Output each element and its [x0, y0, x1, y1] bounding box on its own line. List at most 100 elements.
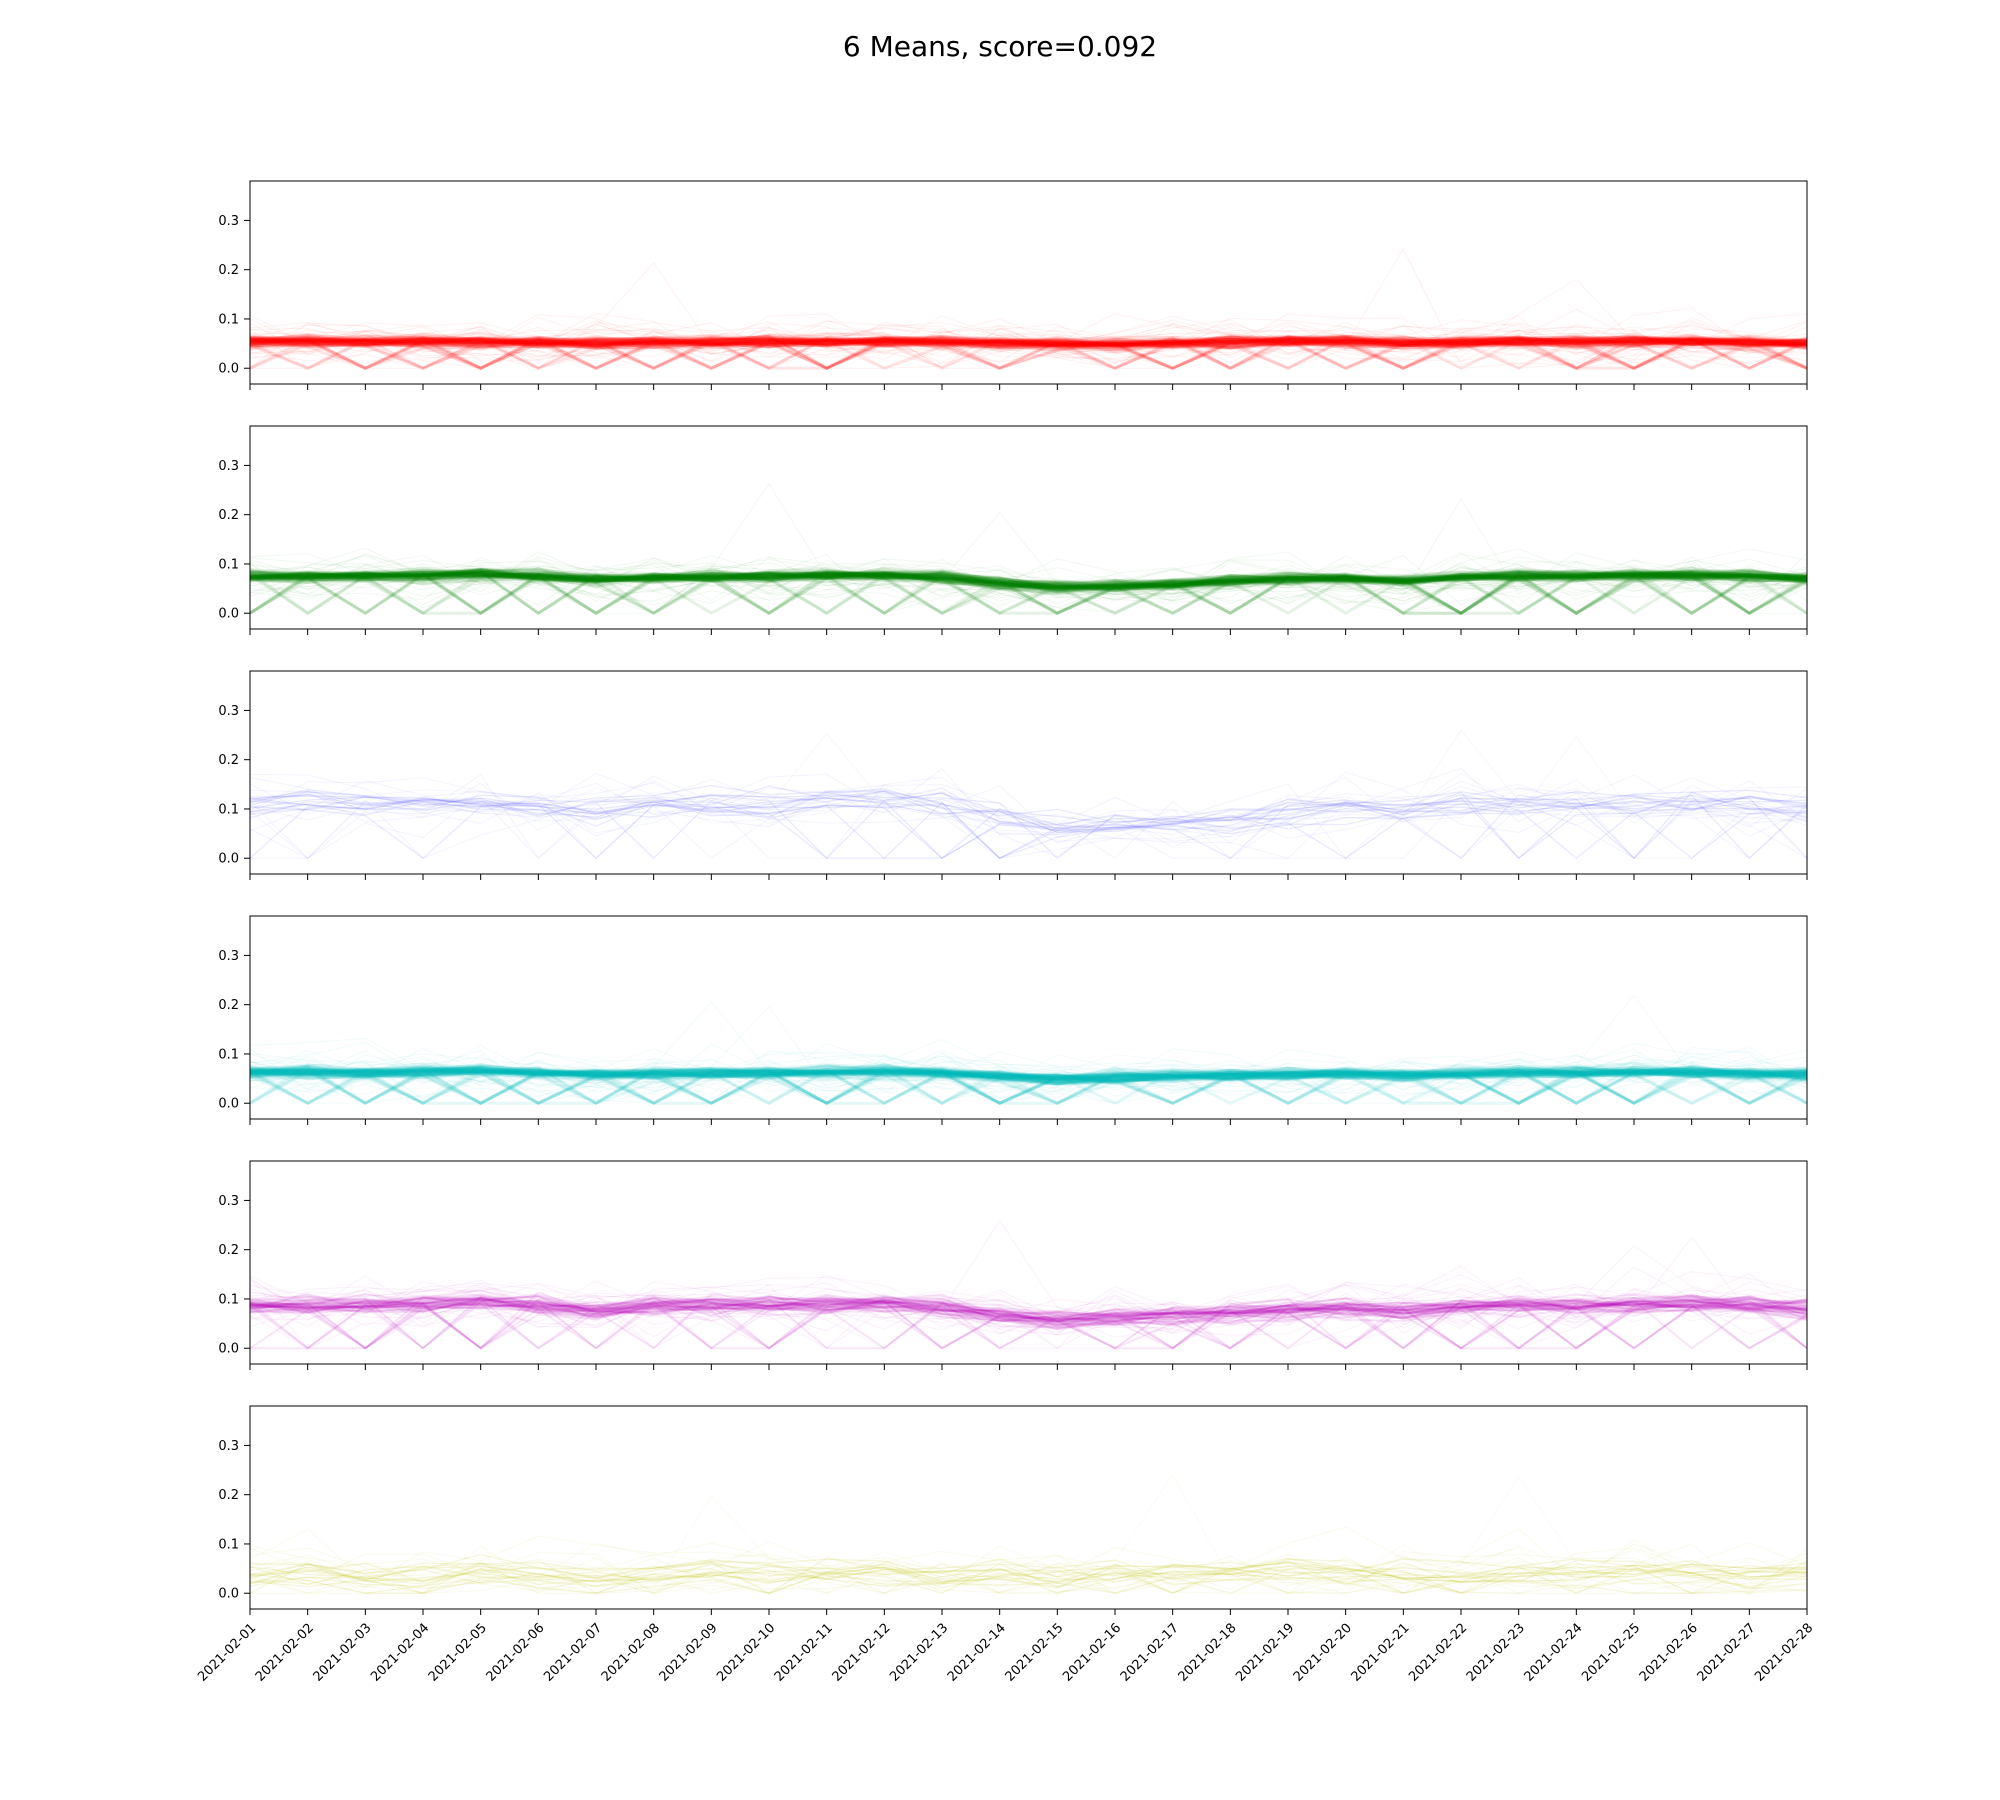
- y-tick-label: 0.3: [218, 1194, 239, 1209]
- series-line: [250, 334, 1807, 370]
- series-line: [250, 336, 1807, 370]
- series-line: [250, 1294, 1807, 1349]
- series-line: [250, 1063, 1807, 1105]
- series-line: [250, 1296, 1807, 1350]
- series-line: [250, 791, 1807, 860]
- series-line: [250, 323, 1807, 369]
- series-line: [250, 334, 1807, 347]
- series-line: [250, 1298, 1807, 1323]
- x-axis: [249, 874, 1808, 880]
- series-line: [250, 334, 1807, 370]
- series-line: [250, 1049, 1807, 1099]
- series-line: [250, 570, 1807, 615]
- axes-frame: [249, 670, 1808, 875]
- series-line: [250, 732, 1807, 834]
- series-line: [250, 1559, 1807, 1594]
- series-line: [250, 338, 1807, 370]
- series-line: [250, 308, 1807, 369]
- x-tick-label: 2021-02-15: [1003, 1621, 1067, 1685]
- series-line: [250, 337, 1807, 370]
- series-bundle: [250, 994, 1807, 1105]
- series-line: [250, 1067, 1807, 1105]
- series-line: [250, 336, 1807, 370]
- series-line: [250, 1067, 1807, 1085]
- series-line: [250, 1280, 1807, 1329]
- y-tick-label: 0.3: [218, 459, 239, 474]
- series-line: [250, 573, 1807, 615]
- series-line: [250, 1066, 1807, 1105]
- series-line: [250, 1297, 1807, 1350]
- series-line: [250, 802, 1807, 860]
- series-line: [250, 335, 1807, 370]
- series-line: [250, 559, 1807, 614]
- series-line: [250, 331, 1807, 370]
- series-line: [250, 313, 1807, 369]
- series-line: [250, 1558, 1807, 1594]
- series-line: [250, 729, 1807, 825]
- series-line: [250, 568, 1807, 592]
- series-line: [250, 334, 1807, 370]
- series-line: [250, 1473, 1807, 1594]
- series-line: [250, 568, 1807, 616]
- series-line: [250, 1065, 1807, 1105]
- series-line: [250, 1526, 1807, 1594]
- series-line: [250, 1067, 1807, 1105]
- series-line: [250, 1293, 1807, 1350]
- series-line: [250, 1297, 1807, 1318]
- series-line: [250, 1291, 1807, 1350]
- series-line: [250, 1037, 1807, 1104]
- axes-frame: [249, 425, 1808, 630]
- series-line: [250, 312, 1807, 369]
- series-line: [250, 1063, 1807, 1105]
- y-axis: 0.0 0.1 0.2 0.3: [218, 1194, 250, 1357]
- y-tick-label: 0.2: [218, 263, 239, 278]
- x-tick-label: 2021-02-05: [426, 1621, 490, 1685]
- series-line: [250, 567, 1807, 590]
- series-line: [250, 1064, 1807, 1084]
- series-line: [250, 312, 1807, 369]
- series-line: [250, 1293, 1807, 1323]
- series-line: [250, 334, 1807, 350]
- series-line: [250, 768, 1807, 859]
- series-line: [250, 568, 1807, 616]
- series-line: [250, 1295, 1807, 1322]
- series-line: [250, 777, 1807, 859]
- series-line: [250, 1528, 1807, 1594]
- series-line: [250, 1066, 1807, 1105]
- x-tick-label: 2021-02-11: [772, 1621, 836, 1685]
- series-line: [250, 1561, 1807, 1594]
- series-line: [250, 336, 1807, 370]
- series-line: [250, 1038, 1807, 1104]
- series-line: [250, 337, 1807, 370]
- x-tick-label: 2021-02-20: [1291, 1621, 1355, 1685]
- series-line: [250, 1295, 1807, 1350]
- series-line: [250, 1048, 1807, 1104]
- series-line: [250, 1066, 1807, 1105]
- series-line: [250, 323, 1807, 369]
- series-line: [250, 1293, 1807, 1317]
- series-line: [250, 1069, 1807, 1105]
- series-line: [250, 1561, 1807, 1594]
- series-bundle: [250, 482, 1807, 616]
- series-line: [250, 334, 1807, 350]
- y-tick-label: 0.3: [218, 1439, 239, 1454]
- series-line: [250, 1064, 1807, 1105]
- series-line: [250, 571, 1807, 593]
- series-line: [250, 1295, 1807, 1350]
- y-tick-label: 0.0: [218, 1342, 239, 1357]
- series-line: [250, 335, 1807, 370]
- series-line: [250, 551, 1807, 614]
- series-line: [250, 1299, 1807, 1350]
- x-tick-label: 2021-02-16: [1060, 1621, 1124, 1685]
- series-line: [250, 777, 1807, 859]
- series-line: [250, 1295, 1807, 1349]
- series-line: [250, 1302, 1807, 1323]
- series-line: [250, 1297, 1807, 1350]
- series-line: [250, 1294, 1807, 1350]
- series-line: [250, 1289, 1807, 1350]
- series-line: [250, 571, 1807, 616]
- series-line: [250, 1300, 1807, 1350]
- series-line: [250, 322, 1807, 369]
- series-line: [250, 569, 1807, 615]
